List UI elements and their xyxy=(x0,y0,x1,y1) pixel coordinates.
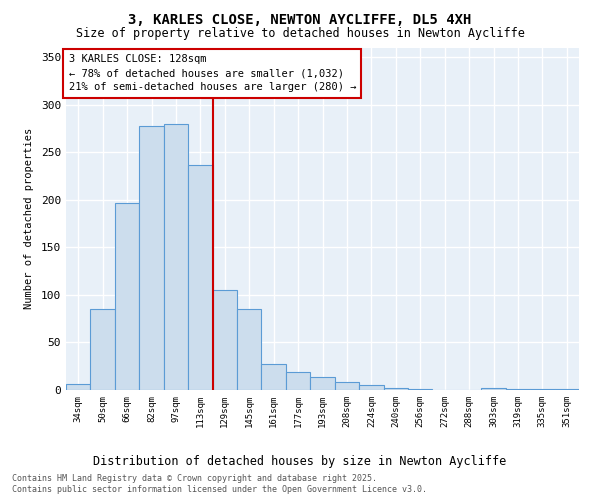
Bar xyxy=(530,389,554,390)
Text: Contains HM Land Registry data © Crown copyright and database right 2025.: Contains HM Land Registry data © Crown c… xyxy=(12,474,377,483)
Bar xyxy=(237,309,262,390)
Bar xyxy=(335,382,359,390)
Text: Distribution of detached houses by size in Newton Aycliffe: Distribution of detached houses by size … xyxy=(94,455,506,468)
Bar xyxy=(66,384,91,390)
Bar xyxy=(115,202,139,390)
Bar xyxy=(286,372,310,390)
Bar xyxy=(164,124,188,390)
Y-axis label: Number of detached properties: Number of detached properties xyxy=(24,128,34,310)
Text: Contains public sector information licensed under the Open Government Licence v3: Contains public sector information licen… xyxy=(12,486,427,494)
Bar xyxy=(212,290,237,390)
Bar xyxy=(91,309,115,390)
Bar xyxy=(383,388,408,390)
Bar xyxy=(310,376,335,390)
Bar xyxy=(481,388,506,390)
Bar xyxy=(554,389,579,390)
Bar xyxy=(188,166,212,390)
Text: 3, KARLES CLOSE, NEWTON AYCLIFFE, DL5 4XH: 3, KARLES CLOSE, NEWTON AYCLIFFE, DL5 4X… xyxy=(128,12,472,26)
Bar xyxy=(262,364,286,390)
Bar xyxy=(506,389,530,390)
Text: Size of property relative to detached houses in Newton Aycliffe: Size of property relative to detached ho… xyxy=(76,28,524,40)
Bar xyxy=(139,126,164,390)
Bar xyxy=(359,385,383,390)
Text: 3 KARLES CLOSE: 128sqm
← 78% of detached houses are smaller (1,032)
21% of semi-: 3 KARLES CLOSE: 128sqm ← 78% of detached… xyxy=(68,54,356,92)
Bar xyxy=(408,389,433,390)
